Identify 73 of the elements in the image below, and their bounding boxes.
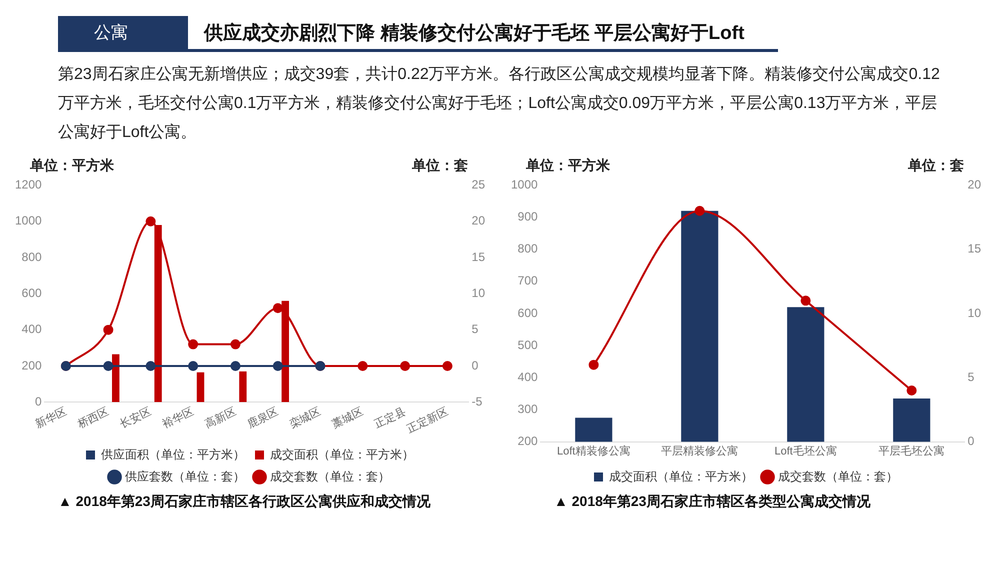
x-tick-label: Loft毛坯公寓 [774, 444, 837, 458]
y-tick-label: 400 [22, 322, 42, 336]
x-tick-label: 桥西区 [75, 406, 111, 432]
point [442, 360, 452, 371]
x-tick-label: 栾城区 [287, 404, 323, 431]
text: 供应成交亦剧烈下降 精装修交付公寓好于毛坯 平层公寓好于Loft [204, 22, 744, 46]
legend-label: 供应套数（单位：套） [125, 469, 245, 484]
y-tick-label: 900 [518, 210, 538, 224]
bar [239, 371, 247, 402]
point [272, 303, 283, 314]
y2-tick-label: 0 [472, 358, 479, 372]
point [103, 360, 114, 371]
legend-label: 供应面积（单位：平方米） [101, 447, 245, 462]
y-tick-label: 500 [518, 338, 538, 352]
y-tick-label: 200 [22, 358, 42, 372]
point [272, 360, 283, 371]
bar [196, 372, 204, 402]
y-axis-title: 单位：平方米 [526, 157, 610, 175]
y-tick-label: 1000 [510, 178, 538, 192]
x-tick-label: 平层毛坯公寓 [878, 444, 945, 458]
y2-axis-title: 单位：套 [412, 157, 468, 175]
point [400, 360, 410, 371]
y-tick-label: 400 [518, 370, 538, 384]
x-tick-label: 裕华区 [160, 404, 196, 431]
point [588, 360, 599, 370]
x-tick-label: 平层精装修公寓 [661, 444, 738, 458]
point [188, 360, 198, 371]
point [146, 360, 156, 371]
y2-tick-label: 0 [968, 434, 975, 448]
point [103, 324, 114, 335]
point [230, 360, 240, 371]
legend-label: 成交面积（单位：平方米） [270, 447, 414, 462]
text: ▲ 2018年第23周石家庄市辖区各类型公寓成交情况 [554, 493, 872, 511]
y-tick-label: 800 [518, 242, 538, 256]
point [800, 296, 811, 306]
text: 公寓 [58, 16, 188, 49]
y2-tick-label: 20 [968, 178, 982, 192]
x-tick-label: Loft精装修公寓 [557, 444, 630, 458]
point [230, 339, 240, 350]
y2-tick-label: -5 [472, 394, 483, 408]
y-tick-label: 600 [22, 286, 42, 300]
y-axis-title: 单位：平方米 [30, 157, 114, 175]
point [358, 360, 368, 371]
x-tick-label: 鹿泉区 [245, 404, 280, 431]
text: ▲ 2018年第23周石家庄市辖区各行政区公寓供应和成交情况 [58, 493, 432, 511]
y-tick-label: 1000 [14, 214, 42, 228]
text: 第23周石家庄公寓无新增供应；成交39套，共计0.22万平方米。各行政区公寓成交规模均显著下降。精装修交付公寓成交0.12万平方米，毛坯交付公寓0.1万平方米，精装修交付公寓好于毛坯；Loft公寓成交0.09万平方米，平层公寓0.13万平方米，平层公寓好于Loft公寓。 [58, 64, 941, 143]
y-tick-label: 700 [518, 274, 538, 288]
x-tick-label: 藁城区 [330, 404, 366, 431]
y2-tick-label: 5 [472, 322, 479, 336]
y2-tick-label: 10 [968, 306, 982, 320]
point [146, 216, 156, 226]
x-tick-label: 高新区 [202, 404, 238, 431]
y2-axis-title: 单位：套 [908, 157, 964, 175]
y2-tick-label: 5 [968, 370, 975, 384]
y-tick-label: 800 [22, 250, 42, 264]
y2-tick-label: 15 [472, 250, 486, 264]
y-tick-label: 600 [518, 306, 538, 320]
legend-label: 成交面积（单位：平方米） [609, 469, 753, 484]
y2-tick-label: 25 [472, 178, 486, 192]
y-tick-label: 200 [518, 434, 538, 448]
legend-label: 成交套数（单位：套） [270, 469, 390, 484]
x-tick-label: 长安区 [118, 404, 154, 431]
point [906, 385, 917, 396]
point [694, 206, 705, 216]
y2-tick-label: 15 [968, 242, 982, 256]
y-tick-label: 300 [518, 402, 538, 416]
y-tick-label: 1200 [14, 178, 42, 192]
y2-tick-label: 10 [472, 286, 486, 300]
bar [112, 354, 120, 402]
legend-label: 成交套数（单位：套） [778, 469, 898, 484]
y2-tick-label: 20 [472, 214, 486, 228]
point [188, 339, 198, 350]
